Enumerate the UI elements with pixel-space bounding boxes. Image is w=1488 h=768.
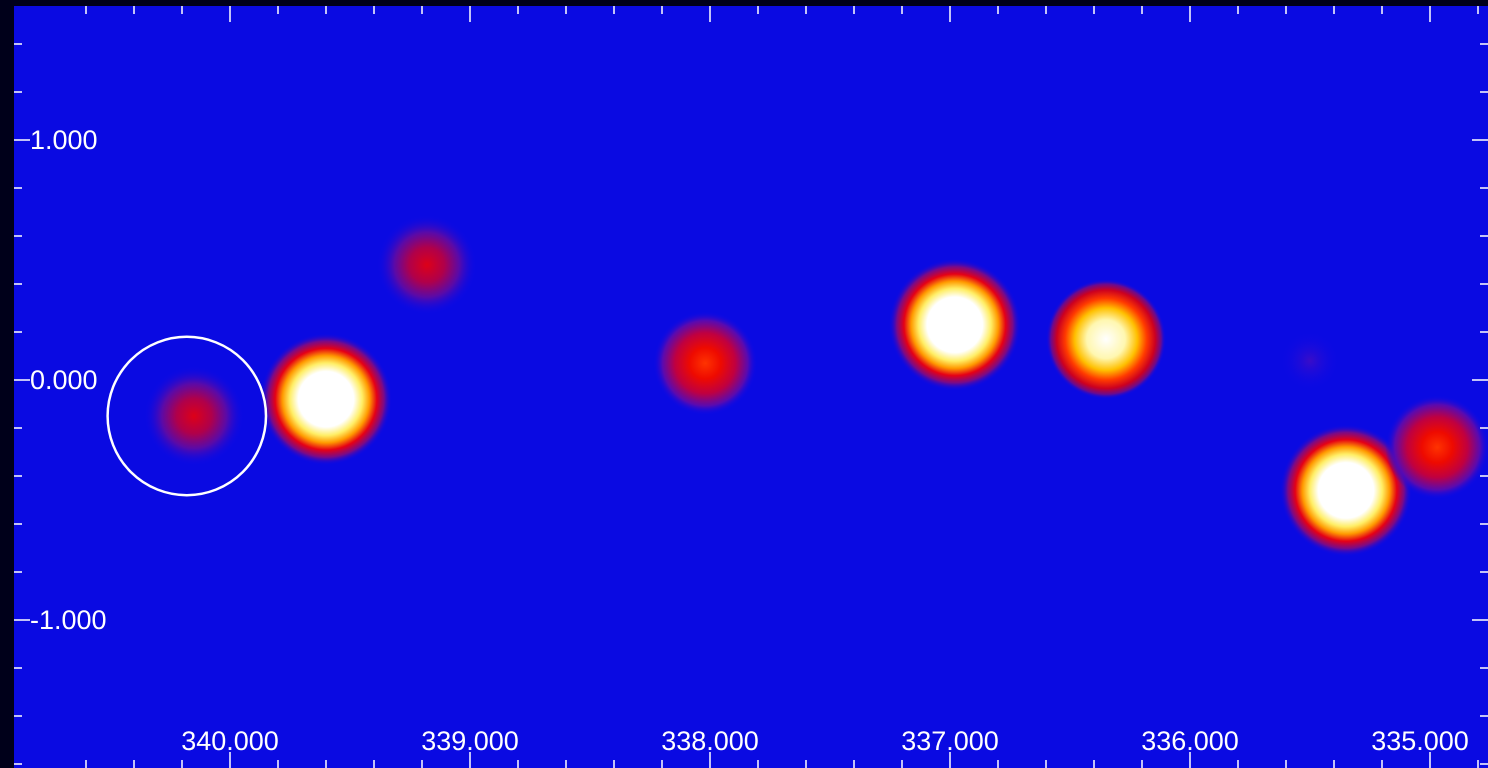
y-tick-label: 1.000 — [30, 125, 98, 155]
region-circle[interactable] — [106, 335, 268, 497]
region-layer[interactable] — [106, 335, 268, 497]
x-tick-label: 336.000 — [1141, 726, 1239, 756]
source-saturated-4 — [888, 258, 1021, 391]
ticks-layer — [14, 6, 1488, 768]
labels-layer: 340.000 339.000 338.000 337.000 336.000 335.0… — [30, 125, 1469, 756]
x-tick-label: 338.000 — [661, 726, 759, 756]
sources-layer — [144, 214, 1488, 557]
source-bright-5 — [1046, 279, 1166, 400]
source-medium-7 — [1385, 395, 1488, 500]
x-tick-label: 335.000 — [1371, 726, 1469, 756]
x-tick-label: 339.000 — [421, 726, 519, 756]
source-saturated-6 — [1280, 424, 1412, 557]
x-tick-label: 340.000 — [181, 726, 279, 756]
source-faint-2 — [376, 214, 477, 315]
source-medium-3 — [653, 311, 758, 416]
x-tick-label: 337.000 — [901, 726, 999, 756]
source-trace-8 — [1280, 330, 1340, 391]
source-saturated-1 — [260, 333, 392, 466]
y-tick-label: 0.000 — [30, 365, 98, 395]
source-faint-0 — [144, 366, 244, 466]
y-tick-label: -1.000 — [30, 605, 107, 635]
